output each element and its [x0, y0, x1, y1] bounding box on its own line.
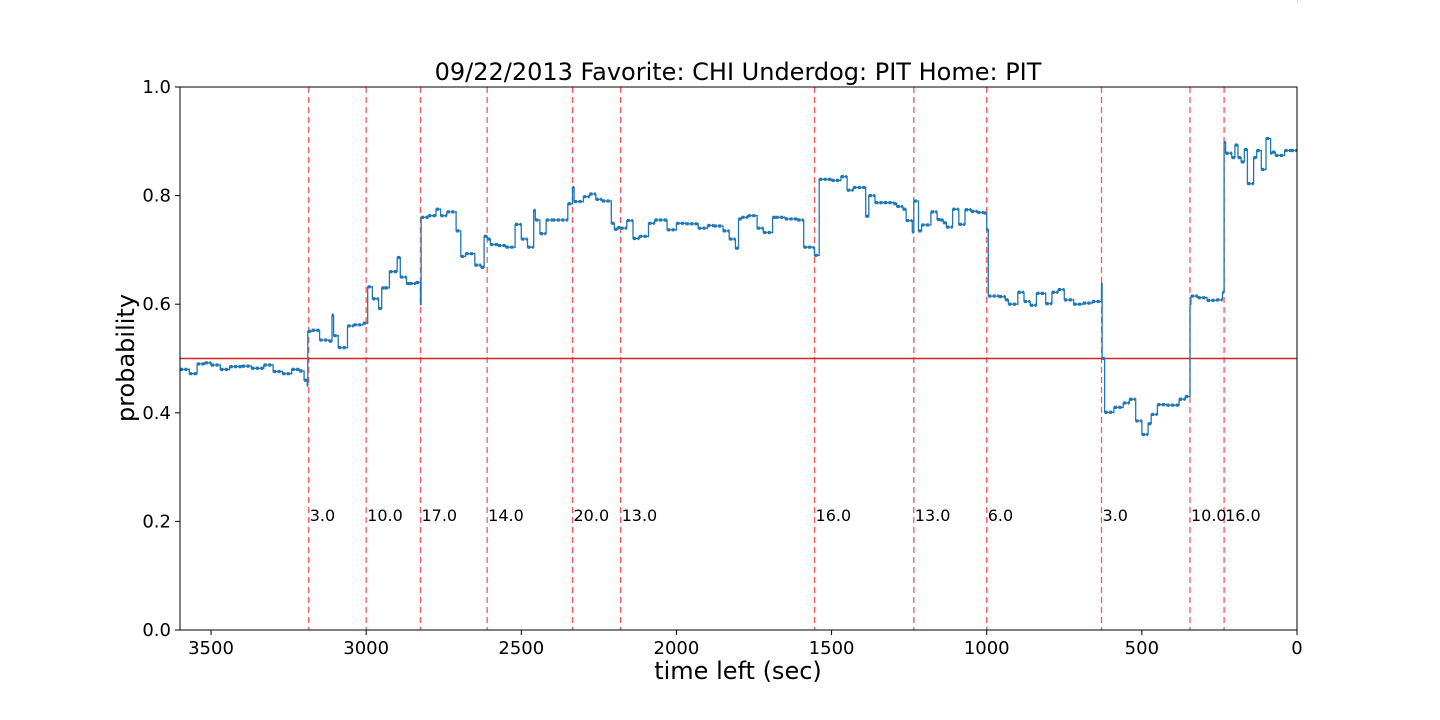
series-line [180, 137, 1297, 436]
y-tick-label: 0.2 [142, 511, 171, 532]
x-tick-label: 3500 [188, 638, 234, 659]
event-label: 13.0 [622, 506, 658, 525]
y-tick-label: 0.8 [142, 186, 171, 207]
x-axis-ticks: 3500 3000 2500 2000 1500 1000 500 0 [188, 630, 1303, 659]
x-tick-label: 3000 [343, 638, 389, 659]
y-tick-label: 0.6 [142, 294, 171, 315]
event-label: 13.0 [915, 506, 951, 525]
event-label: 16.0 [1225, 506, 1261, 525]
plot-area: 3.0 10.0 17.0 14.0 20.0 13.0 16.0 13.0 6.0 3.0 10.… [180, 87, 1297, 630]
event-label: 10.0 [367, 506, 403, 525]
x-tick-label: 1500 [809, 638, 855, 659]
event-labels: 3.0 10.0 17.0 14.0 20.0 13.0 16.0 13.0 6.0 3.0 10.… [310, 506, 1261, 525]
y-axis-ticks: 0.0 0.2 0.4 0.6 0.8 1.0 [142, 77, 180, 641]
event-label: 17.0 [421, 506, 457, 525]
event-label: 14.0 [488, 506, 524, 525]
series-points [180, 136, 1297, 437]
x-tick-label: 1000 [964, 638, 1010, 659]
x-axis-label: time left (sec) [654, 657, 822, 685]
chart-title: 09/22/2013 Favorite: CHI Underdog: PIT H… [435, 58, 1042, 86]
y-tick-label: 1.0 [142, 77, 171, 98]
event-label: 3.0 [310, 506, 335, 525]
event-label: 3.0 [1103, 506, 1128, 525]
x-tick-label: 2000 [654, 638, 700, 659]
y-tick-label: 0.4 [142, 403, 171, 424]
y-tick-label: 0.0 [142, 620, 171, 641]
axes-frame [179, 86, 1298, 631]
event-label: 16.0 [816, 506, 852, 525]
x-tick-label: 2500 [498, 638, 544, 659]
y-axis-label: probability [112, 294, 140, 422]
event-label: 6.0 [988, 506, 1013, 525]
x-tick-label: 500 [1125, 638, 1159, 659]
x-tick-label: 0 [1291, 638, 1302, 659]
event-label: 20.0 [574, 506, 610, 525]
event-label: 10.0 [1191, 506, 1227, 525]
